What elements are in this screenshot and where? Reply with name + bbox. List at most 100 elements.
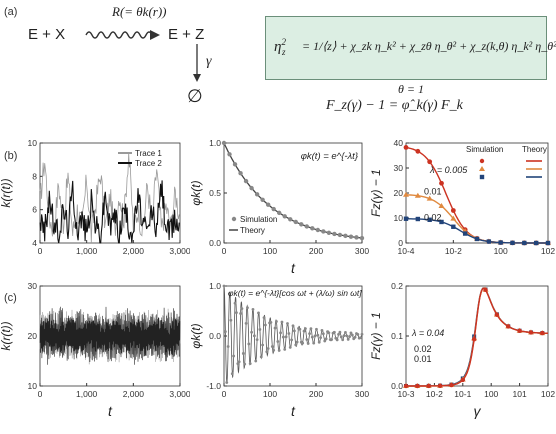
y-tick-label: 10 xyxy=(28,381,38,391)
simulation-point xyxy=(403,145,409,150)
simulation-point xyxy=(438,202,445,208)
simulation-point xyxy=(298,327,302,331)
simulation-point xyxy=(350,333,354,337)
legend-swatch xyxy=(479,166,485,171)
simulation-point xyxy=(244,322,248,325)
simulation-point xyxy=(426,195,433,201)
simulation-point xyxy=(222,284,226,288)
simulation-point xyxy=(437,383,443,389)
simulation-point xyxy=(243,362,247,366)
chart-c3-fano: 10-3 10-2 10-1 100 101 102 0.0 0.1 0.2 Fz(γ) − 1 γ… xyxy=(370,281,555,419)
simulation-point xyxy=(426,383,431,389)
simulation-point xyxy=(304,327,307,330)
eq-main: = 1/⟨z⟩ + χ_zk η_k² + χ_zθ η_θ² + χ_z(k,… xyxy=(302,39,556,53)
simulation-point xyxy=(344,331,347,334)
x-tick-label: 10-2 xyxy=(445,246,462,256)
simulation-point xyxy=(262,316,266,320)
equation-box: η2z = 1/⟨z⟩ + χ_zk η_k² + χ_zθ η_θ² + χ_… xyxy=(265,16,556,80)
y-axis-label: Fz(γ) − 1 xyxy=(370,312,383,360)
simulation-point xyxy=(346,337,350,341)
simulation-point xyxy=(249,185,254,191)
simulation-point xyxy=(243,178,249,184)
y-tick-label: 0.2 xyxy=(391,281,403,291)
simulation-point xyxy=(315,327,318,331)
panel-label-a: (a) xyxy=(4,6,18,18)
simulation-point xyxy=(250,330,253,334)
simulation-point xyxy=(321,332,325,336)
simulation-point xyxy=(312,341,316,345)
simulation-point xyxy=(360,332,364,336)
series-line xyxy=(39,306,181,365)
simulation-point xyxy=(225,381,229,384)
simulation-point xyxy=(261,343,265,347)
y-tick-label: 0.0 xyxy=(209,238,221,248)
simulation-point xyxy=(229,318,233,322)
sink-symbol: ∅ xyxy=(187,86,203,106)
simulation-point xyxy=(403,383,409,389)
legend-entry: Theory xyxy=(240,226,265,235)
chart-b1-trace: 0 1,000 2,000 3,000 4 6 8 10 k(r(t)) Trace 1Trace… xyxy=(0,138,190,256)
simulation-point xyxy=(359,336,363,340)
simulation-point xyxy=(483,287,488,293)
wavy-arrow xyxy=(85,30,160,40)
simulation-point xyxy=(265,350,269,354)
eq-lhs: η2z xyxy=(274,37,286,57)
y-tick-label: 0.0 xyxy=(391,381,403,391)
y-tick-label: -1.0 xyxy=(206,381,221,391)
simulation-point xyxy=(324,337,328,341)
simulation-point xyxy=(348,234,354,239)
simulation-point xyxy=(226,345,230,348)
simulation-point xyxy=(308,332,311,336)
x-tick-label: 10-1 xyxy=(454,389,471,399)
simulation-point xyxy=(337,333,340,336)
simulation-point xyxy=(223,330,227,333)
simulation-point xyxy=(486,239,492,244)
legend-entry: Simulation xyxy=(240,215,277,224)
decay-rate-label: γ xyxy=(206,54,212,69)
simulation-point xyxy=(533,240,539,246)
simulation-point xyxy=(414,192,421,198)
simulation-point xyxy=(319,336,322,339)
simulation-point xyxy=(522,240,527,246)
x-tick-label: 100 xyxy=(263,389,277,399)
x-tick-label: 102 xyxy=(541,389,555,399)
simulation-point xyxy=(221,140,227,146)
simulation-point xyxy=(237,360,241,364)
rate-label: R(= θk(r)) xyxy=(112,4,167,19)
legend-swatch xyxy=(231,216,237,222)
simulation-point xyxy=(254,192,260,197)
simulation-point xyxy=(305,338,309,341)
simulation-point xyxy=(275,320,278,323)
y-axis-label: k(r(t)) xyxy=(0,321,13,350)
y-tick-label: 0.5 xyxy=(209,188,221,198)
simulation-point xyxy=(240,307,244,311)
simulation-point xyxy=(517,328,522,333)
panel-label-b: (b) xyxy=(4,150,18,162)
simulation-point xyxy=(247,342,251,346)
x-tick-label: 102 xyxy=(541,246,555,256)
simulation-point xyxy=(290,338,294,342)
simulation-point xyxy=(439,219,444,225)
simulation-point xyxy=(403,191,409,197)
y-tick-label: 10 xyxy=(394,213,404,223)
simulation-point xyxy=(333,330,336,334)
simulation-point xyxy=(415,216,421,222)
x-tick-label: 100 xyxy=(494,246,508,256)
x-axis-label: γ xyxy=(474,403,482,419)
simulation-point xyxy=(462,231,468,236)
simulation-point xyxy=(313,334,317,338)
y-tick-label: 0.0 xyxy=(209,331,221,341)
x-tick-label: 3,000 xyxy=(169,389,190,399)
x-tick-label: 200 xyxy=(309,389,323,399)
plot-frame xyxy=(39,142,181,244)
x-tick-label: 0 xyxy=(38,246,43,256)
y-axis-label: k(r(t)) xyxy=(0,178,13,207)
simulation-point xyxy=(353,335,357,339)
x-tick-label: 3,000 xyxy=(169,246,190,256)
simulation-point xyxy=(460,377,465,383)
x-tick-label: 0 xyxy=(222,389,227,399)
decay-arrow xyxy=(193,44,201,82)
simulation-point xyxy=(295,340,299,344)
simulation-point xyxy=(279,331,282,335)
